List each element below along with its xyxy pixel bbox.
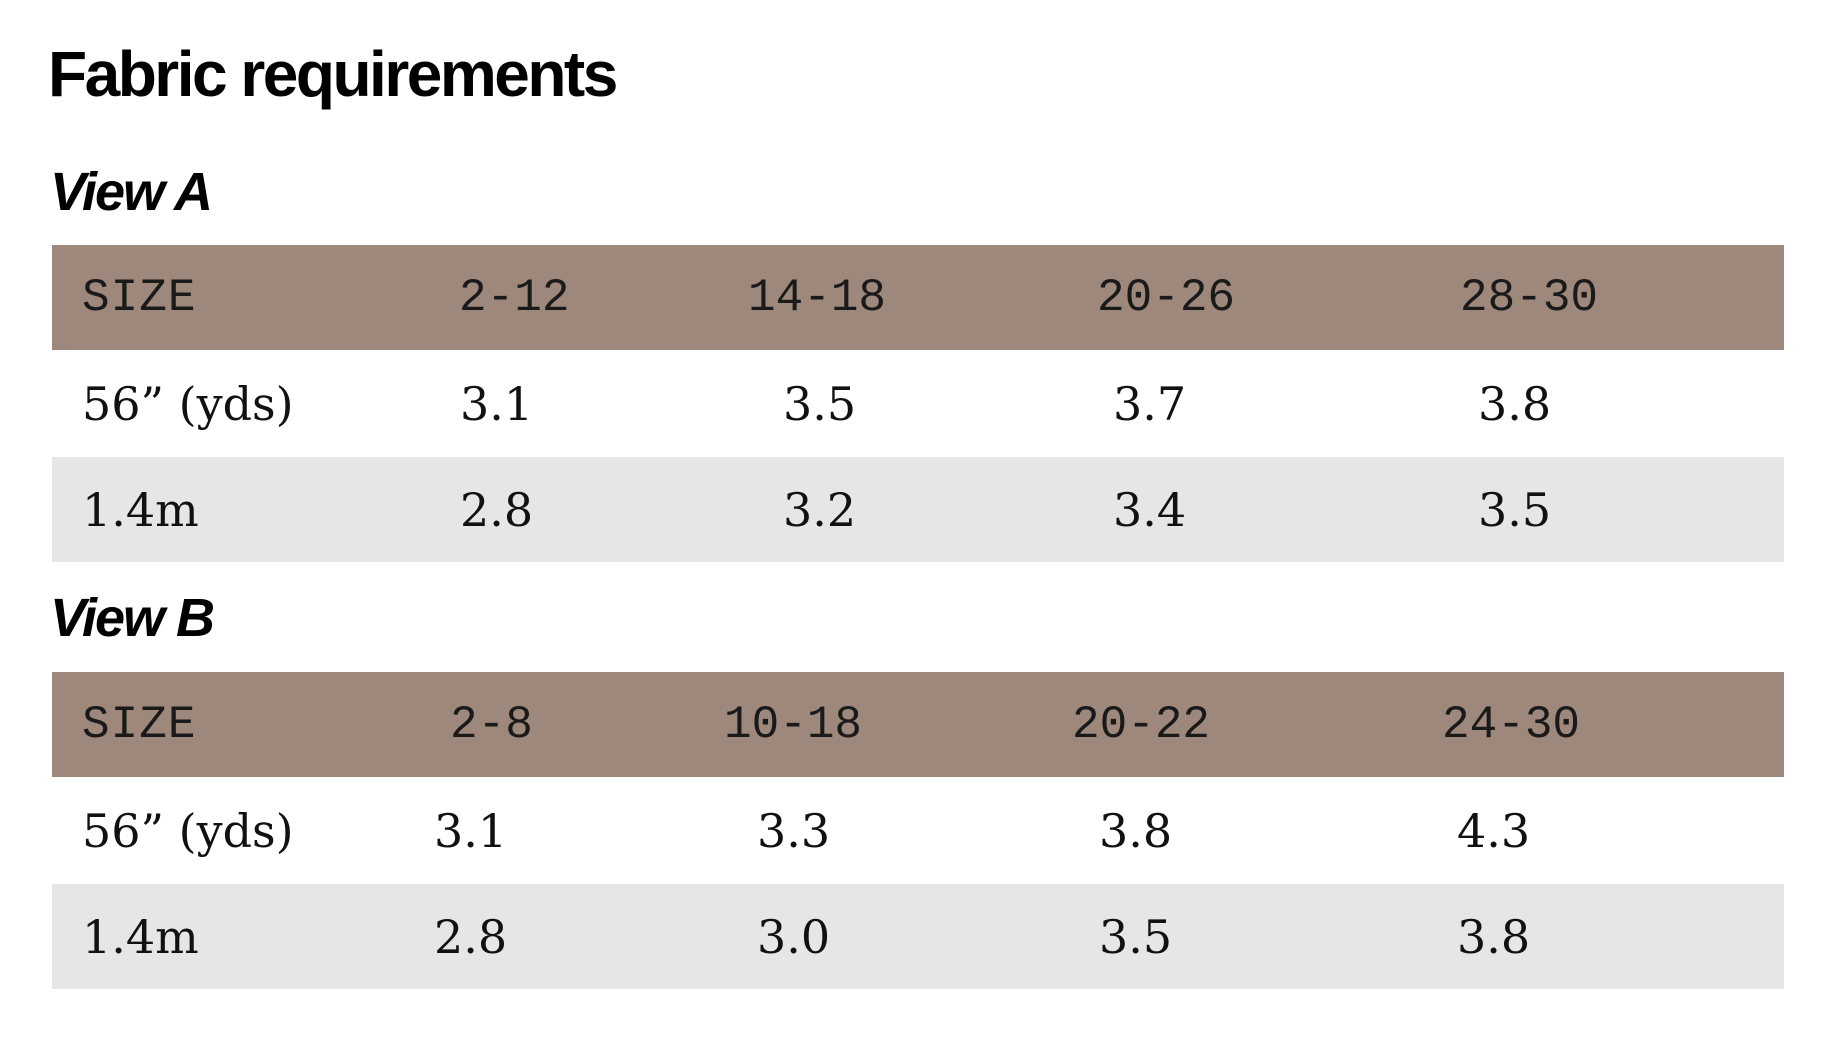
table-cell: 3.8: [1478, 376, 1552, 431]
table-header-row: SIZE 2-12 14-18 20-26 28-30: [52, 245, 1784, 350]
table-row-meters: 1.4m 2.8 3.2 3.4 3.5: [52, 457, 1784, 562]
row-label: 56” (yds): [82, 376, 294, 431]
header-cell: 10-18: [724, 698, 863, 751]
row-label: 1.4m: [82, 482, 199, 537]
table-cell: 3.7: [1113, 376, 1187, 431]
view-a-title: View A: [50, 162, 213, 222]
header-cell: 14-18: [748, 271, 887, 324]
table-cell: 3.2: [783, 482, 857, 537]
table-cell: 4.3: [1457, 803, 1531, 858]
table-cell: 3.5: [783, 376, 857, 431]
table-cell: 2.8: [460, 482, 534, 537]
table-cell: 3.8: [1099, 803, 1173, 858]
header-cell: 28-30: [1460, 271, 1599, 324]
table-cell: 3.4: [1113, 482, 1187, 537]
table-cell: 3.3: [757, 803, 831, 858]
table-cell: 3.8: [1457, 909, 1531, 964]
row-label: 1.4m: [82, 909, 199, 964]
header-cell: 24-30: [1442, 698, 1581, 751]
table-row-meters: 1.4m 2.8 3.0 3.5 3.8: [52, 884, 1784, 989]
table-header-row: SIZE 2-8 10-18 20-22 24-30: [52, 672, 1784, 777]
header-cell-size: SIZE: [82, 698, 197, 751]
table-cell: 3.5: [1478, 482, 1552, 537]
table-cell: 3.0: [757, 909, 831, 964]
header-cell: 2-12: [459, 271, 570, 324]
view-b-table: SIZE 2-8 10-18 20-22 24-30 56” (yds) 3.1…: [52, 672, 1784, 989]
header-cell: 20-26: [1097, 271, 1236, 324]
page-title: Fabric requirements: [48, 38, 618, 110]
table-cell: 3.1: [434, 803, 508, 858]
view-b-title: View B: [50, 588, 215, 648]
table-cell: 2.8: [434, 909, 508, 964]
row-label: 56” (yds): [82, 803, 294, 858]
table-cell: 3.5: [1099, 909, 1173, 964]
table-row-yds: 56” (yds) 3.1 3.5 3.7 3.8: [52, 350, 1784, 457]
table-cell: 3.1: [460, 376, 534, 431]
header-cell-size: SIZE: [82, 271, 197, 324]
header-cell: 20-22: [1072, 698, 1211, 751]
header-cell: 2-8: [450, 698, 533, 751]
table-row-yds: 56” (yds) 3.1 3.3 3.8 4.3: [52, 777, 1784, 884]
view-a-table: SIZE 2-12 14-18 20-26 28-30 56” (yds) 3.…: [52, 245, 1784, 562]
